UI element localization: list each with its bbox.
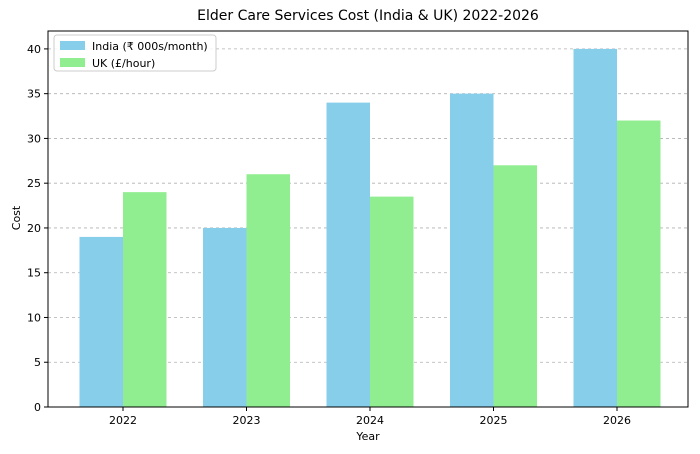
chart-title: Elder Care Services Cost (India & UK) 20…	[197, 8, 539, 24]
bar-uk-2022	[123, 192, 167, 407]
y-tick-label: 10	[27, 311, 41, 324]
y-axis-label: Cost	[10, 205, 23, 230]
legend-label-india: India (₹ 000s/month)	[92, 40, 208, 53]
y-tick-label: 30	[27, 132, 41, 145]
x-tick-label: 2026	[603, 414, 631, 427]
bar-uk-2026	[617, 120, 661, 408]
y-axis-ticks: 0 5 10 15 20 25 30 35 40	[27, 43, 48, 414]
x-axis-ticks: 2022 2023 2024 2025 2026	[109, 407, 631, 427]
bar-uk-2025	[493, 165, 537, 407]
y-tick-label: 5	[34, 356, 41, 369]
y-tick-label: 0	[34, 401, 41, 414]
bar-uk-2024	[370, 196, 414, 407]
legend-label-uk: UK (£/hour)	[92, 57, 155, 70]
x-tick-label: 2025	[480, 414, 508, 427]
x-tick-label: 2022	[109, 414, 137, 427]
y-tick-label: 40	[27, 43, 41, 56]
bar-india-2022	[79, 236, 123, 407]
legend: India (₹ 000s/month) UK (£/hour)	[53, 34, 217, 72]
y-tick-label: 35	[27, 88, 41, 101]
bar-india-2023	[203, 227, 247, 407]
bar-india-2025	[450, 93, 494, 408]
x-tick-label: 2023	[233, 414, 261, 427]
x-tick-label: 2024	[356, 414, 384, 427]
y-tick-label: 25	[27, 177, 41, 190]
bar-india-2024	[326, 102, 370, 407]
legend-box	[53, 34, 217, 72]
legend-swatch-india	[60, 41, 85, 50]
bars	[79, 48, 661, 408]
legend-swatch-uk	[60, 58, 85, 67]
bar-india-2026	[573, 48, 617, 408]
y-tick-label: 15	[27, 267, 41, 280]
legend-items: India (₹ 000s/month) UK (£/hour)	[60, 40, 208, 70]
plot-frame	[47, 30, 689, 408]
bar-uk-2023	[246, 174, 290, 407]
x-axis-label: Year	[355, 430, 380, 443]
y-tick-label: 20	[27, 222, 41, 235]
